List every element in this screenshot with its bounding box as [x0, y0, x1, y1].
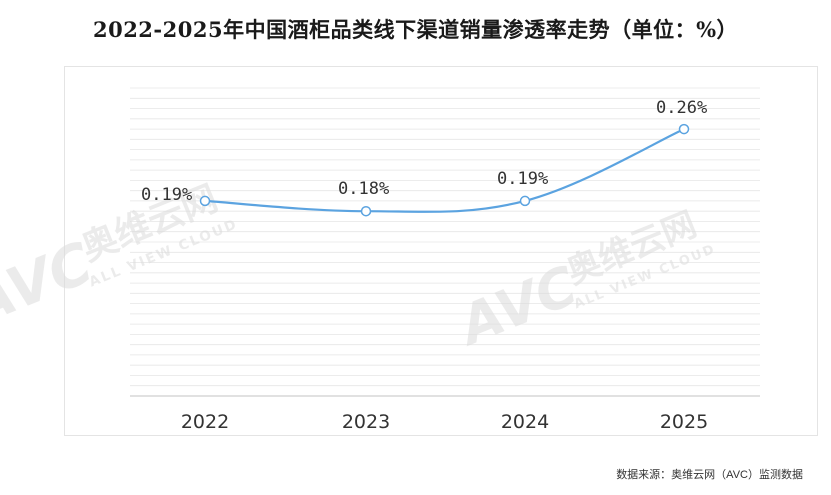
data-label-2022: 0.19% — [141, 185, 192, 205]
x-tick-2024: 2024 — [501, 411, 549, 433]
x-tick-2025: 2025 — [660, 411, 708, 433]
data-labels: 0.19% 0.18% 0.19% 0.26% — [141, 98, 707, 205]
series-points — [199, 123, 690, 217]
data-point-2025 — [678, 123, 690, 135]
data-label-2023: 0.18% — [338, 179, 389, 199]
series-line — [204, 128, 685, 213]
data-label-2024: 0.19% — [497, 169, 548, 189]
chart-title: 2022-2025年中国酒柜品类线下渠道销量渗透率走势（单位：%） — [92, 17, 739, 42]
data-point-2023 — [360, 205, 372, 217]
x-tick-2022: 2022 — [181, 411, 229, 433]
data-source-note: 数据来源：奥维云网（AVC）监测数据 — [616, 469, 803, 481]
plot-frame — [64, 66, 818, 436]
data-point-2022 — [199, 195, 211, 207]
data-label-2025: 0.26% — [656, 98, 707, 118]
data-point-2024 — [519, 195, 531, 207]
x-tick-2023: 2023 — [342, 411, 390, 433]
watermark-brand: AVC — [448, 254, 586, 359]
grid-lines — [130, 87, 760, 397]
x-tick-labels: 2022 2023 2024 2025 — [181, 411, 708, 433]
